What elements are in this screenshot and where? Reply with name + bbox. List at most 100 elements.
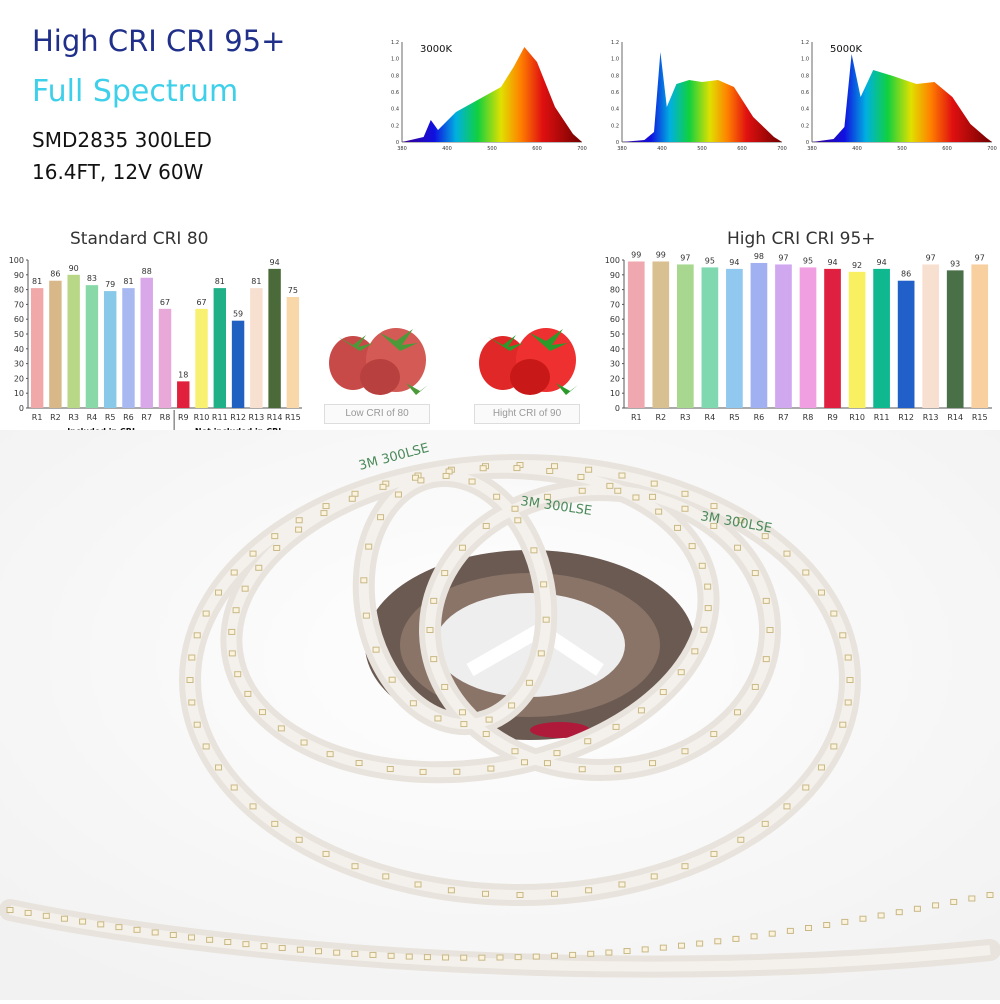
led-chip xyxy=(278,944,286,951)
led-chip xyxy=(913,905,921,912)
led-chip xyxy=(169,932,177,938)
y-tick-label: 90 xyxy=(610,271,620,280)
y-tick-label: 30 xyxy=(610,360,620,369)
x-tick-label: 400 xyxy=(442,146,452,152)
led-chip xyxy=(255,564,263,571)
bar-r12 xyxy=(231,320,245,408)
led-chip xyxy=(482,522,490,529)
led-chip xyxy=(206,936,214,943)
led-chip xyxy=(681,863,689,870)
led-chip xyxy=(710,850,718,857)
led-chip xyxy=(351,490,359,497)
led-chip xyxy=(618,881,626,888)
led-chip xyxy=(986,892,994,898)
led-chip xyxy=(322,503,330,510)
led-chip xyxy=(839,721,847,728)
led-chip xyxy=(232,607,240,614)
led-chip xyxy=(550,463,558,470)
y-tick-label: 0.4 xyxy=(611,107,619,113)
led-chip xyxy=(6,907,14,913)
y-tick-label: 50 xyxy=(14,330,24,339)
strawberry-high-cri-image xyxy=(468,305,588,400)
x-tick-label: R14 xyxy=(947,413,963,422)
data-label: 92 xyxy=(852,261,862,270)
x-tick-label: 600 xyxy=(532,146,542,152)
led-chip xyxy=(659,689,667,696)
led-chip xyxy=(830,610,838,617)
y-tick-label: 90 xyxy=(14,271,24,280)
bar-r8 xyxy=(799,267,817,408)
x-tick-label: R12 xyxy=(230,413,246,422)
led-chip xyxy=(513,465,521,472)
led-chip xyxy=(487,765,495,772)
bar-r10 xyxy=(195,308,208,408)
data-label: 75 xyxy=(288,286,298,295)
led-chip xyxy=(430,597,438,604)
x-tick-label: R6 xyxy=(123,413,134,422)
x-tick-label: R2 xyxy=(50,413,61,422)
led-chip xyxy=(42,912,50,919)
led-chip xyxy=(187,934,195,941)
led-chip xyxy=(224,939,232,946)
bar-r2 xyxy=(652,261,670,408)
data-label: 94 xyxy=(270,258,280,267)
led-chip xyxy=(698,562,706,569)
led-chip xyxy=(637,707,645,714)
led-chip xyxy=(553,750,561,757)
led-chip xyxy=(578,766,586,773)
led-chip xyxy=(700,626,708,633)
led-chip xyxy=(419,768,427,775)
x-tick-label: R14 xyxy=(267,413,283,422)
y-tick-label: 20 xyxy=(14,374,24,383)
led-chip xyxy=(186,677,194,683)
led-chip xyxy=(234,671,242,678)
x-tick-label: 500 xyxy=(487,146,497,152)
x-tick-label: 600 xyxy=(942,146,952,152)
led-chip xyxy=(322,850,330,857)
spectrum-chart-2: 0 0.2 0.4 0.6 0.8 1.0 1.2 380 400 500 600 700 xyxy=(600,30,790,160)
data-label: 94 xyxy=(827,258,837,267)
y-tick-label: 10 xyxy=(14,389,24,398)
led-chip xyxy=(514,954,522,961)
data-label: 94 xyxy=(877,258,887,267)
bar-r14 xyxy=(946,270,964,408)
led-chip xyxy=(202,743,210,750)
led-chip xyxy=(228,628,236,635)
spectrum-chart-1: 0 0.2 0.4 0.6 0.8 1.0 1.2 380 400 500 600 700 3000K xyxy=(380,30,590,160)
led-chip xyxy=(315,948,323,955)
x-tick-label: R8 xyxy=(803,413,814,422)
led-chip xyxy=(737,517,745,524)
led-chip xyxy=(382,873,390,880)
led-chip xyxy=(895,909,903,916)
y-tick-label: 0.6 xyxy=(801,90,809,96)
x-tick-label: 700 xyxy=(577,146,587,152)
led-chip xyxy=(202,610,210,617)
led-chip xyxy=(751,683,759,690)
led-chip xyxy=(496,954,504,961)
led-chip xyxy=(115,924,123,931)
data-label: 86 xyxy=(901,270,911,279)
data-label: 59 xyxy=(233,310,243,319)
x-tick-label: R5 xyxy=(105,413,116,422)
color-temperature-label: 5000K xyxy=(830,44,862,55)
led-chip xyxy=(537,650,545,657)
data-label: 94 xyxy=(729,258,739,267)
led-chip xyxy=(414,881,422,888)
caption-low-cri: Low CRI of 80 xyxy=(324,404,430,424)
led-chip xyxy=(546,468,554,475)
led-chip xyxy=(761,533,769,540)
bar-r13 xyxy=(250,288,263,408)
led-chip xyxy=(215,589,223,596)
x-tick-label: R1 xyxy=(32,413,43,422)
led-chip xyxy=(761,820,769,827)
led-chip xyxy=(550,890,558,897)
led-chip xyxy=(714,938,722,945)
led-chip xyxy=(762,597,770,604)
led-chip xyxy=(859,915,867,922)
led-chip xyxy=(710,522,718,529)
led-chip xyxy=(388,676,396,683)
led-chip xyxy=(441,570,449,577)
y-tick-label: 1.2 xyxy=(391,40,399,46)
led-chip xyxy=(320,510,328,517)
bar-r8 xyxy=(158,308,172,408)
